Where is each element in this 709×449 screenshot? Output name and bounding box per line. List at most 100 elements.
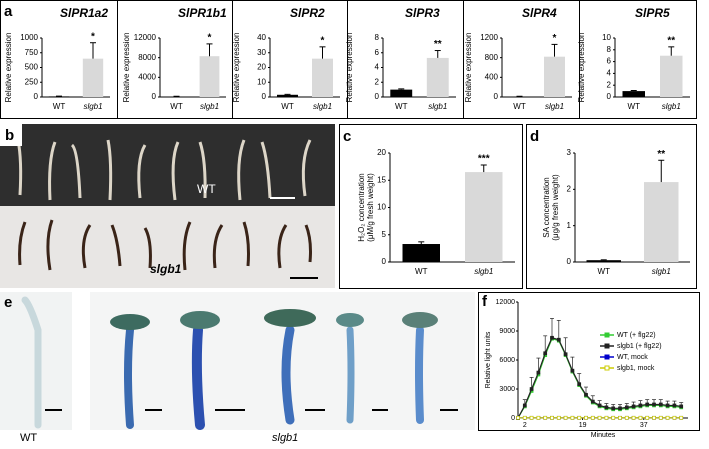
x-tick-label: slgb1 (428, 102, 447, 111)
point (543, 415, 548, 420)
chart-title: SlPR1a2 (60, 6, 108, 20)
legend-marker (604, 365, 610, 371)
y-tick-label: 5 (382, 230, 387, 239)
point (570, 415, 575, 420)
y-axis-label: (μg/g fresh weight) (551, 174, 560, 241)
panel-label: e (4, 294, 12, 311)
y-axis-label: Relative expression (464, 33, 473, 103)
photo-label: WT (20, 432, 37, 444)
point (631, 415, 636, 420)
point (658, 402, 663, 407)
y-tick-label: 20 (377, 148, 386, 157)
y-axis-label: (μM/g fresh weight) (366, 173, 375, 242)
x-tick-label: WT (170, 102, 183, 111)
photo-label: slgb1 (150, 262, 182, 276)
x-tick-label: slgb1 (200, 102, 219, 111)
y-axis-label: SA concentration (542, 177, 551, 237)
y-tick-label: 1000 (20, 33, 38, 42)
point (638, 415, 643, 420)
y-tick-label: 800 (485, 53, 499, 62)
y-tick-label: 0 (511, 415, 515, 422)
y-tick-label: 12000 (496, 299, 516, 306)
y-tick-label: 0 (262, 92, 267, 101)
chart-title: SlPR4 (522, 6, 557, 20)
point (611, 415, 616, 420)
x-tick-label: 37 (640, 422, 648, 429)
y-tick-label: 4 (607, 69, 612, 78)
y-tick-label: 15 (377, 175, 386, 184)
significance: ** (434, 39, 442, 50)
point (577, 415, 582, 420)
panel-label: d (530, 128, 539, 145)
seedlings-slgb1 (18, 219, 312, 271)
y-tick-label: 400 (485, 72, 499, 81)
x-tick-label: 2 (523, 422, 527, 429)
y-tick-label: 2 (607, 80, 612, 89)
legend-label: WT, mock (617, 354, 648, 361)
significance: * (553, 33, 557, 44)
point (679, 415, 684, 420)
y-tick-label: 30 (257, 48, 266, 57)
bar (644, 182, 679, 262)
y-tick-label: 2 (375, 77, 380, 86)
x-axis-label: Minutes (591, 432, 616, 439)
point (529, 387, 534, 391)
y-tick-label: 6000 (499, 357, 515, 364)
legend-marker (604, 343, 610, 349)
x-tick-label: WT (53, 102, 66, 111)
point (597, 415, 602, 420)
y-tick-label: 0 (375, 92, 380, 101)
point (672, 415, 677, 420)
y-tick-label: 3000 (499, 386, 515, 393)
y-tick-label: 250 (25, 77, 39, 86)
point (652, 402, 656, 407)
point (563, 352, 568, 357)
x-tick-label: slgb1 (652, 267, 671, 276)
point (536, 370, 541, 375)
bar (48, 96, 70, 97)
y-tick-label: 6 (375, 48, 380, 57)
y-tick-label: 20 (257, 63, 266, 72)
frames (0, 0, 700, 431)
legend-label: WT (+ flg22) (617, 332, 656, 339)
chart-title: SlPR5 (635, 6, 670, 20)
significance: * (208, 33, 212, 44)
y-tick-label: 0 (34, 92, 39, 101)
point (563, 415, 568, 420)
point (536, 415, 541, 420)
significance: ** (657, 149, 665, 160)
y-tick-label: 12000 (134, 33, 157, 42)
legend-label: slgb1, mock (617, 365, 655, 372)
point (584, 392, 588, 397)
point (516, 415, 520, 420)
panel-label: a (4, 3, 13, 20)
bar (544, 56, 565, 97)
y-tick-label: 750 (25, 48, 39, 57)
point (611, 406, 616, 411)
y-tick-label: 1200 (480, 33, 498, 42)
y-tick-label: 500 (25, 63, 39, 72)
x-tick-label: slgb1 (83, 102, 102, 111)
bar (426, 57, 449, 97)
x-tick-label: slgb1 (474, 267, 493, 276)
y-axis-label: Relative expression (577, 33, 586, 103)
y-tick-label: 0 (567, 257, 572, 266)
y-tick-label: 2 (567, 184, 572, 193)
panel-label: c (343, 128, 351, 145)
legend-marker (604, 354, 610, 360)
point (672, 403, 677, 408)
bar (312, 58, 333, 97)
y-tick-label: 10 (377, 203, 386, 212)
point (679, 404, 684, 409)
y-tick-label: 8 (375, 33, 380, 42)
point (604, 405, 609, 410)
point (624, 415, 629, 420)
chart-title: SlPR2 (290, 6, 325, 20)
point (529, 415, 534, 420)
point (652, 415, 656, 420)
x-tick-label: WT (281, 102, 294, 111)
x-tick-label: WT (415, 267, 428, 276)
point (550, 415, 554, 420)
significance: * (321, 35, 325, 46)
